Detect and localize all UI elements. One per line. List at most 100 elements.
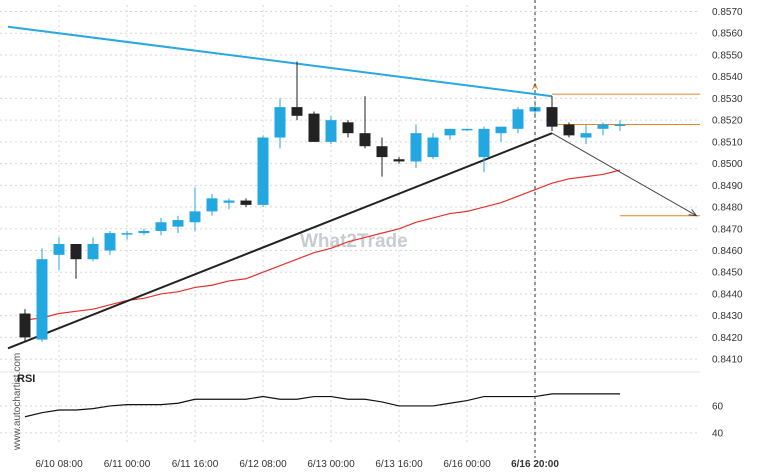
time-axis: 6/10 08:00 6/11 00:00 6/11 16:00 6/12 08:00… — [35, 459, 559, 470]
candle-body — [53, 243, 65, 255]
candle — [410, 124, 422, 168]
candle — [580, 124, 592, 145]
candle — [155, 217, 167, 236]
candle-body — [495, 126, 507, 134]
candle-body — [478, 128, 490, 158]
candle — [478, 126, 490, 173]
time-tick-label: 6/16 20:00 — [511, 459, 559, 470]
candle — [376, 137, 388, 177]
forecast-arrow-line — [551, 132, 697, 217]
pattern-lines — [7, 25, 553, 350]
candle — [257, 135, 269, 208]
price-tick-label: 0.8460 — [712, 246, 743, 257]
time-tick-label: 6/13 16:00 — [375, 459, 423, 470]
time-tick-label: 6/11 16:00 — [172, 459, 219, 470]
resistance-line — [7, 25, 553, 98]
candle-body — [138, 230, 150, 234]
price-levels — [552, 93, 700, 217]
candle — [291, 61, 303, 121]
price-tick-label: 0.8490 — [712, 181, 743, 192]
candle-body — [359, 133, 371, 147]
candle-body — [104, 233, 116, 251]
moving-average-line — [24, 169, 621, 321]
candle-body — [257, 137, 269, 205]
candle — [274, 98, 286, 149]
price-tick-label: 0.8530 — [712, 94, 743, 105]
candle — [461, 128, 473, 132]
time-tick-label: 6/12 08:00 — [239, 459, 287, 470]
candle — [359, 96, 371, 149]
candle-body — [580, 133, 592, 138]
price-tick-label: 0.8480 — [712, 203, 743, 214]
candle-body — [461, 128, 473, 131]
rsi-tick-label: 60 — [712, 401, 724, 412]
candle-body — [206, 198, 218, 212]
candle — [393, 157, 405, 164]
candle — [206, 194, 218, 216]
autochartist-watermark: www.autochartist.com — [12, 353, 23, 451]
candle-body — [342, 122, 354, 134]
price-axis: 0.8410 0.8420 0.8430 0.8440 0.8450 0.8460 0.84… — [712, 7, 743, 366]
candle — [70, 243, 82, 279]
candle-body — [410, 133, 422, 162]
candlesticks — [19, 61, 626, 342]
candle — [325, 115, 337, 145]
price-tick-label: 0.8510 — [712, 137, 743, 148]
candle-body — [291, 107, 303, 116]
candle — [427, 133, 439, 160]
candle — [308, 111, 320, 142]
price-tick-label: 0.8570 — [712, 7, 743, 18]
candle-body — [240, 200, 252, 205]
time-tick-label: 6/16 00:00 — [443, 459, 491, 470]
price-tick-label: 0.8550 — [712, 50, 743, 61]
candle-body — [19, 313, 31, 338]
candle — [495, 126, 507, 142]
price-tick-label: 0.8450 — [712, 268, 743, 279]
candle-body — [376, 146, 388, 158]
candle — [597, 122, 609, 136]
candle-body — [325, 120, 337, 142]
rsi-polyline — [24, 393, 620, 418]
candle — [36, 248, 48, 342]
price-tick-label: 0.8430 — [712, 311, 743, 322]
candle-body — [512, 109, 524, 129]
candle-body — [444, 128, 456, 136]
forecast-arrow — [551, 132, 698, 217]
candle — [172, 215, 184, 234]
candle — [104, 230, 116, 255]
candle — [240, 198, 252, 208]
candle-body — [70, 243, 82, 260]
candle-body — [121, 233, 133, 235]
candle-body — [172, 220, 184, 227]
time-tick-label: 6/13 00:00 — [307, 459, 355, 470]
candle — [53, 237, 65, 271]
price-tick-label: 0.8420 — [712, 333, 743, 344]
candle — [19, 309, 31, 342]
candle-body — [546, 107, 558, 127]
rsi-axis: 40 60 — [712, 401, 724, 439]
candle — [342, 120, 354, 138]
candle — [512, 107, 524, 134]
forecast-arrow-head — [688, 209, 698, 217]
candle — [444, 128, 456, 140]
candle-body — [189, 211, 201, 223]
price-tick-label: 0.8500 — [712, 159, 743, 170]
rsi-line — [24, 393, 620, 418]
moving-average — [24, 169, 621, 321]
candle-body — [614, 124, 626, 126]
candle-body — [87, 243, 99, 260]
candle-body — [427, 137, 439, 158]
candle-body — [563, 124, 575, 136]
price-tick-label: 0.8540 — [712, 72, 743, 83]
candle — [223, 198, 235, 210]
candle-body — [36, 259, 48, 340]
rsi-tick-label: 40 — [712, 428, 724, 439]
candle-body — [597, 124, 609, 129]
what2trade-logo: What2Trade — [300, 231, 408, 252]
candle — [121, 230, 133, 240]
price-tick-label: 0.8520 — [712, 116, 743, 127]
candle — [87, 237, 99, 262]
support-line — [7, 132, 553, 350]
time-tick-label: 6/11 00:00 — [104, 459, 151, 470]
